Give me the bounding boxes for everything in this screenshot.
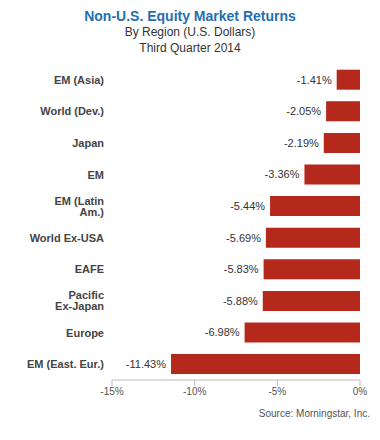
svg-text:-1.41%: -1.41% xyxy=(297,74,332,86)
html-text:Non-U.S. Equity Market Returns: Non-U.S. Equity Market Returns xyxy=(84,8,296,24)
svg-text:EM: EM xyxy=(88,169,105,181)
svg-text:-11.43%: -11.43% xyxy=(126,358,166,370)
svg-text:PacificEx-Japan: PacificEx-Japan xyxy=(55,289,104,312)
svg-text:Europe: Europe xyxy=(66,327,104,339)
svg-text:EM (East. Eur.): EM (East. Eur.) xyxy=(27,358,104,370)
svg-text:-10%: -10% xyxy=(183,386,206,397)
svg-text:EAFE: EAFE xyxy=(75,263,104,275)
svg-text:-5.83%: -5.83% xyxy=(224,263,259,275)
svg-text:World Ex-USA: World Ex-USA xyxy=(30,232,104,244)
svg-text:-2.05%: -2.05% xyxy=(286,105,321,117)
svg-text:Japan: Japan xyxy=(72,137,104,149)
svg-text:World (Dev.): World (Dev.) xyxy=(40,105,104,117)
svg-text:-15%: -15% xyxy=(100,386,123,397)
svg-text:0%: 0% xyxy=(353,386,368,397)
svg-text:-5.88%: -5.88% xyxy=(223,295,258,307)
svg-text:-2.19%: -2.19% xyxy=(284,137,319,149)
svg-text:-5.69%: -5.69% xyxy=(226,232,261,244)
svg-text:EM (Asia): EM (Asia) xyxy=(54,74,104,86)
html-text:By Region (U.S. Dollars): By Region (U.S. Dollars) xyxy=(124,25,256,39)
html-text:Source: Morningstar, Inc.: Source: Morningstar, Inc. xyxy=(258,408,370,419)
svg-text:-3.36%: -3.36% xyxy=(265,168,300,180)
svg-text:-6.98%: -6.98% xyxy=(205,326,240,338)
html-text:Third Quarter 2014: Third Quarter 2014 xyxy=(139,41,241,55)
svg-text:-5%: -5% xyxy=(268,386,286,397)
svg-text:EM (LatinAm.): EM (LatinAm.) xyxy=(55,195,105,218)
svg-text:-5.44%: -5.44% xyxy=(230,200,265,212)
